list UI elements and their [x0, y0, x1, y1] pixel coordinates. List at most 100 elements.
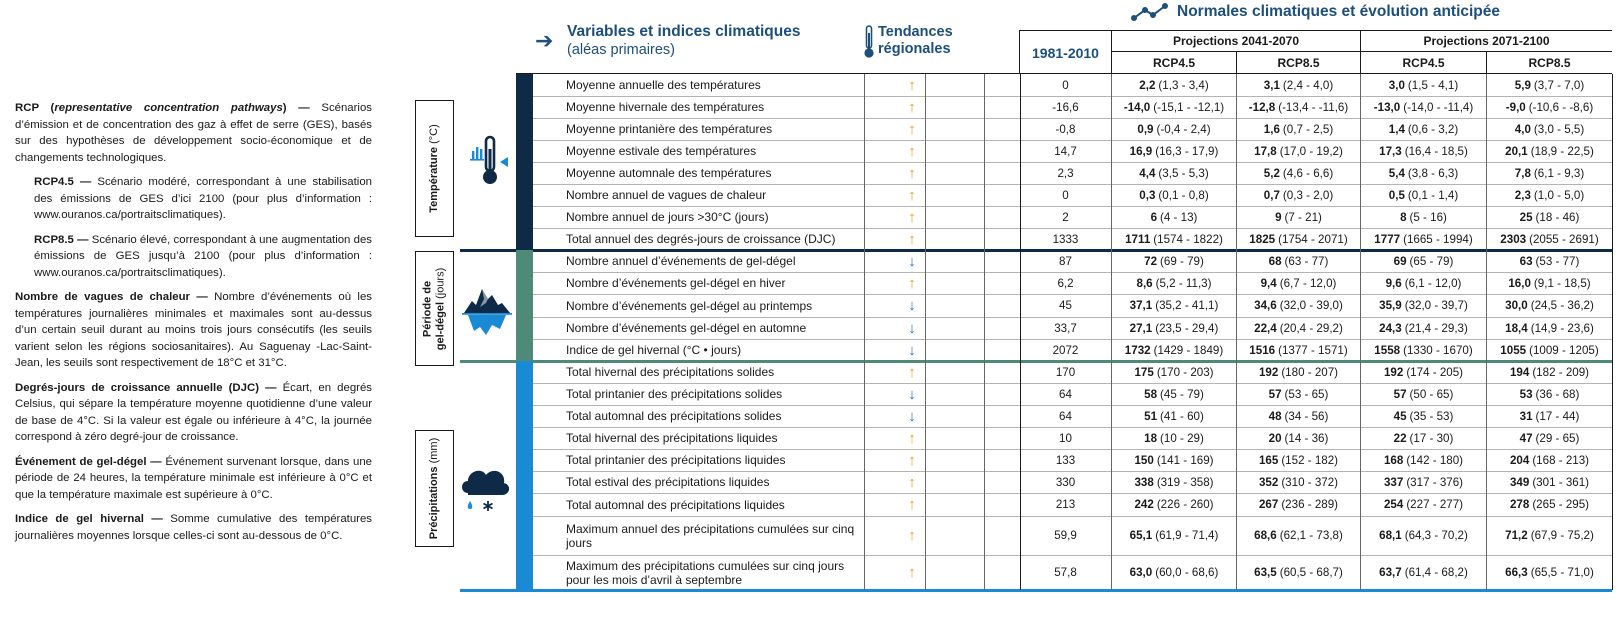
projection-value: 1825 (1754 - 2071) [1237, 228, 1360, 250]
projection-value: 58 (45 - 79) [1112, 383, 1236, 405]
range-value: (32,0 - 39,0) [1279, 299, 1343, 312]
projection-value: 150 (141 - 169) [1112, 449, 1236, 471]
projection-value: 18,4 (14,9 - 23,6) [1487, 317, 1612, 339]
value-1981-2010: 57,8 [1054, 566, 1077, 579]
projection-value: 3,1 (2,4 - 4,0) [1237, 74, 1360, 96]
value-1981-2010: 170 [1055, 365, 1076, 379]
range-value: (6,1 - 9,3) [1533, 166, 1585, 180]
median-value: 278 [1509, 498, 1530, 511]
projection-value: 63 (53 - 77) [1487, 250, 1612, 272]
projection-value: 6 (4 - 13) [1112, 206, 1236, 228]
value-1981-2010: 64 [1059, 409, 1072, 423]
median-value: 16,0 [1508, 276, 1531, 290]
projection-value: 175 (170 - 203) [1112, 361, 1236, 383]
median-value: 22,4 [1254, 321, 1277, 335]
header-left-rule [1019, 30, 1021, 74]
header-variables-title: Variables et indices climatiques [567, 23, 801, 40]
range-value: (35 - 53) [1409, 409, 1454, 423]
category-stripe [516, 162, 533, 184]
median-value: 68 [1268, 254, 1282, 268]
range-value: (18,9 - 22,5) [1530, 144, 1594, 158]
projection-value: 51 (41 - 60) [1112, 405, 1236, 427]
trend-down-icon: ↓ [908, 385, 916, 403]
category-stripe [516, 555, 533, 590]
median-value: 63,5 [1254, 566, 1277, 579]
trend-up-icon: ↑ [908, 473, 916, 491]
range-value: (236 - 289) [1281, 498, 1339, 511]
section-divider [460, 249, 1612, 252]
median-value: 0,9 [1137, 122, 1154, 136]
variable-name: Nombre annuel d’événements de gel-dégel [566, 254, 796, 268]
median-value: 7,8 [1514, 166, 1531, 180]
trend-up-icon: ↑ [908, 564, 916, 581]
column-divider [1236, 74, 1237, 590]
row-divider [533, 339, 1612, 340]
row-divider [533, 228, 1612, 229]
category-stripe [516, 339, 533, 361]
median-value: 1516 [1249, 343, 1276, 357]
category-stripe [516, 74, 533, 96]
projection-value: 31 (17 - 44) [1487, 405, 1612, 427]
header-divider [1360, 30, 1361, 74]
projection-value: -9,0 (-10,6 - -8,6) [1487, 96, 1612, 118]
projection-value: 22,4 (20,4 - 29,2) [1237, 317, 1360, 339]
range-value: (60,0 - 68,6) [1155, 566, 1219, 579]
range-value: (18 - 46) [1535, 210, 1580, 224]
projection-value: 35,9 (32,0 - 39,7) [1361, 294, 1486, 317]
median-value: 47 [1519, 431, 1533, 445]
value-1981-2010: 6,2 [1057, 276, 1074, 290]
median-value: 1055 [1500, 343, 1527, 357]
header-variables-subtitle: (aléas primaires) [567, 42, 675, 58]
range-value: (301 - 361) [1532, 475, 1590, 489]
projection-value: 24,3 (21,4 - 29,3) [1361, 317, 1486, 339]
projection-value: 17,3 (16,4 - 18,5) [1361, 140, 1486, 162]
projection-value: 34,6 (32,0 - 39,0) [1237, 294, 1360, 317]
category-stripe [516, 140, 533, 162]
median-value: 16,9 [1129, 144, 1153, 158]
thermometer-icon [470, 135, 508, 184]
projection-value: 7,8 (6,1 - 9,3) [1487, 162, 1612, 184]
projection-value: 68,1 (64,3 - 70,2) [1361, 516, 1486, 555]
median-value: 6 [1150, 210, 1158, 224]
median-value: 18 [1144, 431, 1158, 445]
projection-value: 267 (236 - 289) [1237, 493, 1360, 516]
median-value: 4,4 [1139, 166, 1156, 180]
projection-value: 278 (265 - 295) [1487, 493, 1612, 516]
variable-name: Total annuel des degrés-jours de croissa… [566, 232, 836, 246]
term: RCP8.5 — [34, 233, 89, 246]
row-divider [533, 555, 1612, 556]
median-value: 2,3 [1514, 188, 1531, 202]
range-value: (60,5 - 68,7) [1279, 566, 1343, 579]
range-value: (317 - 376) [1406, 475, 1464, 489]
category-stripe [516, 206, 533, 228]
projection-value: 0,5 (0,1 - 1,4) [1361, 184, 1486, 206]
median-value: 63,7 [1379, 566, 1402, 579]
median-value: 63 [1519, 254, 1533, 268]
median-value: 22 [1393, 431, 1407, 445]
median-value: 9 [1275, 210, 1282, 224]
projection-value: 16,0 (9,1 - 18,5) [1487, 272, 1612, 294]
median-value: 48 [1268, 409, 1282, 423]
variable-name: Nombre annuel de jours >30°C (jours) [566, 210, 769, 224]
median-value: 2,2 [1139, 78, 1156, 92]
range-value: (3,0 - 5,5) [1533, 122, 1585, 136]
median-value: 72 [1144, 254, 1158, 268]
range-value: (62,1 - 73,8) [1279, 529, 1343, 542]
range-value: (23,5 - 29,4) [1155, 321, 1219, 335]
range-value: (3,8 - 6,3) [1407, 166, 1459, 180]
range-value: (17,0 - 19,2) [1279, 144, 1343, 158]
trend-down-icon: ↓ [908, 297, 916, 314]
value-1981-2010: 2 [1062, 210, 1069, 224]
category-stripe [516, 250, 533, 272]
range-value: (174 - 205) [1406, 365, 1464, 379]
header-mid-rule [1111, 51, 1612, 52]
range-value: (65,5 - 71,0) [1530, 566, 1594, 579]
projection-value: 2,3 (1,0 - 5,0) [1487, 184, 1612, 206]
row-divider [533, 96, 1612, 97]
row-divider [533, 206, 1612, 207]
category-stripe [516, 405, 533, 427]
category-stripe [516, 516, 533, 555]
range-value: (168 - 213) [1532, 453, 1590, 467]
category-stripe [516, 383, 533, 405]
thermometer-small-icon [864, 25, 874, 58]
